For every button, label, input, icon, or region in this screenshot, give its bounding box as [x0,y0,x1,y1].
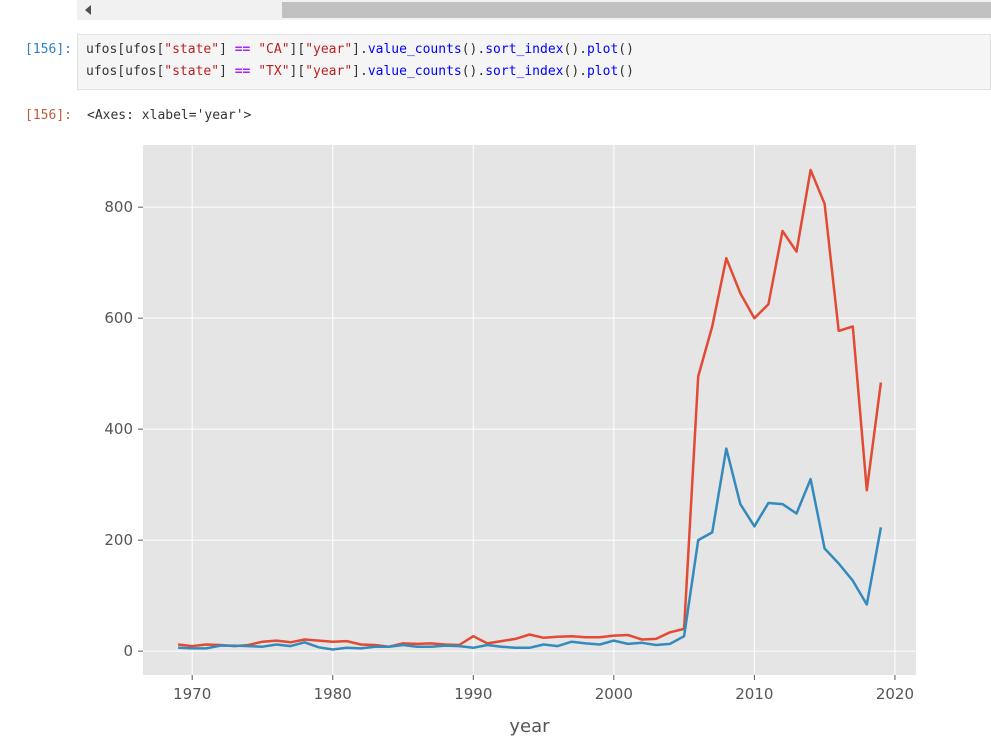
code-token: "year" [305,42,353,57]
y-tick-label: 600 [104,309,133,327]
x-tick-label: 2000 [595,685,633,703]
output-prompt: [156]: [25,108,72,123]
x-tick-label: 1980 [314,685,352,703]
scroll-left-arrow-icon[interactable] [85,5,91,15]
input-prompt: [156]: [25,42,72,57]
scrollbar-thumb[interactable] [282,2,991,18]
code-cell-editor[interactable]: ufos[ufos["state"] == "CA"]["year"].valu… [77,34,991,90]
x-tick-label: 2020 [876,685,914,703]
code-token: ] [219,64,235,79]
x-tick-label: 2010 [735,685,773,703]
code-token: plot [586,42,619,57]
code-token: sort_index [485,42,564,57]
code-token: ][ [289,64,306,79]
series-line-1 [177,168,883,648]
code-token: value_counts [367,42,462,57]
code-token: () [618,64,634,79]
code-token: "state" [164,64,220,79]
code-token: (). [563,64,587,79]
y-tick-label: 400 [104,420,133,438]
code-token: == [234,42,251,57]
code-token: "CA" [258,42,290,57]
code-line: ufos[ufos["state"] == "TX"]["year"].valu… [86,61,990,83]
code-token: ufos[ufos[ [86,64,165,79]
series-line-2 [178,447,883,651]
x-tick-label: 1990 [454,685,492,703]
plot-area [143,145,916,675]
code-token: ] [219,42,235,57]
code-token: "TX" [258,64,290,79]
code-token: == [234,64,251,79]
horizontal-scrollbar[interactable] [77,0,991,20]
y-tick-label: 200 [104,531,133,549]
output-text: <Axes: xlabel='year'> [87,108,252,123]
code-token: () [618,42,634,57]
code-token: "year" [305,64,353,79]
code-token: ]. [352,42,368,57]
code-line: ufos[ufos["state"] == "CA"]["year"].valu… [86,39,990,61]
code-token: (). [461,64,486,79]
code-token: ][ [289,42,306,57]
x-axis-label: year [509,716,550,737]
code-token: sort_index [485,64,564,79]
line-plot: 1970 1980 1990 2000 2010 2020 0 200 400 600 800 yea… [104,145,916,737]
y-tick-label: 800 [104,198,133,216]
code-token: "state" [164,42,220,57]
code-token: (). [461,42,486,57]
code-token: ufos[ufos[ [86,42,165,57]
x-tick-label: 1970 [173,685,211,703]
y-tick-label: 0 [123,642,133,660]
code-token: (). [563,42,587,57]
code-token: ]. [352,64,368,79]
code-token: plot [586,64,619,79]
code-token: value_counts [367,64,462,79]
